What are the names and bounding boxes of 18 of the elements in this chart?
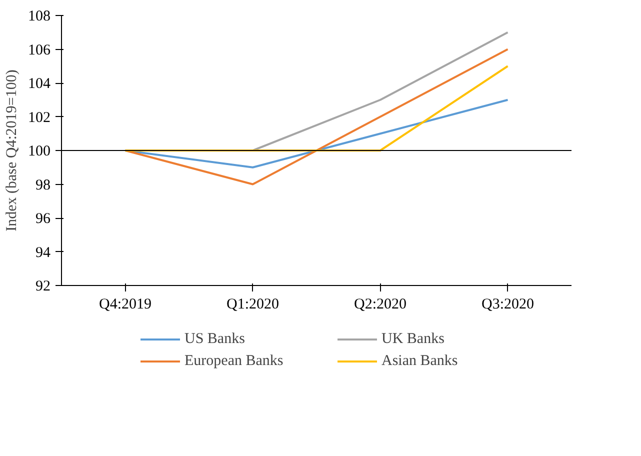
x-tick-label: Q2:2020 [354, 296, 406, 312]
legend-label: European Banks [184, 352, 284, 370]
y-tick-label: 98 [36, 177, 50, 194]
legend-label: UK Banks [382, 330, 446, 348]
y-tick-label: 102 [28, 110, 50, 126]
y-tick-label: 104 [28, 76, 51, 92]
x-tick-label: Q1:2020 [226, 296, 279, 312]
legend-label: Asian Banks [382, 352, 459, 370]
legend-label: US Banks [184, 330, 246, 348]
y-axis-title: Index (base Q4:2019=100) [4, 70, 20, 232]
y-tick-label: 96 [36, 211, 51, 227]
y-tick-label: 100 [28, 144, 50, 160]
y-tick-label: 92 [36, 278, 50, 294]
y-tick-label: 94 [36, 244, 51, 261]
y-tick-label: 108 [28, 8, 50, 24]
x-tick-label: Q3:2020 [482, 296, 534, 312]
x-tick-label: Q4:2019 [99, 296, 152, 312]
y-tick-label: 106 [28, 42, 51, 58]
